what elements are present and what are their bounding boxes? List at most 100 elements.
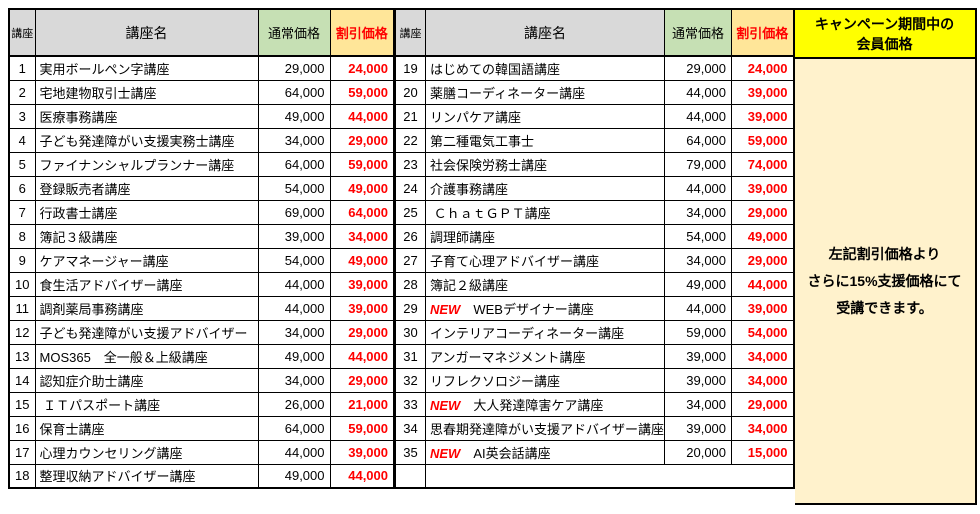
discount-price-cell: 39,000 xyxy=(329,271,395,297)
course-no-cell: 14 xyxy=(8,367,36,393)
course-row: 12 子ども発達障がい支援アドバイザー 34,000 29,000 xyxy=(8,319,395,345)
course-no-cell: 28 xyxy=(395,271,426,297)
course-row: 16 保育士講座 64,000 59,000 xyxy=(8,415,395,441)
course-name-cell: 実用ボールペン字講座 xyxy=(34,55,259,81)
discount-price-cell: 49,000 xyxy=(329,247,395,273)
regular-price-cell: 44,000 xyxy=(664,295,733,321)
course-row: 5 ファイナンシャルプランナー講座 64,000 59,000 xyxy=(8,151,395,177)
course-row: 24 介護事務講座 44,000 39,000 xyxy=(395,175,795,201)
discount-price-cell: 59,000 xyxy=(329,79,395,105)
course-row: 7 行政書士講座 69,000 64,000 xyxy=(8,199,395,225)
panel-body-line2: さらに15%支援価格にて xyxy=(807,272,962,289)
course-row: 17 心理カウンセリング講座 44,000 39,000 xyxy=(8,439,395,465)
course-row: 18 整理収納アドバイザー講座 49,000 44,000 xyxy=(8,463,395,489)
course-name-cell: インテリアコーディネーター講座 xyxy=(424,319,666,345)
course-no-cell: 15 xyxy=(8,391,36,417)
course-name-cell: 社会保険労務士講座 xyxy=(424,151,666,177)
header-row: 講座 講座名 通常価格 割引価格 xyxy=(395,8,795,57)
discount-price-cell: 15,000 xyxy=(731,439,795,465)
course-name-cell: 宅地建物取引士講座 xyxy=(34,79,259,105)
discount-price-cell: 29,000 xyxy=(731,391,795,417)
course-name-cell: NEW AI英会話講座 xyxy=(424,439,666,465)
discount-price-cell: 24,000 xyxy=(731,55,795,81)
regular-price-cell: 49,000 xyxy=(257,343,331,369)
course-name-cell: アンガーマネジメント講座 xyxy=(424,343,666,369)
course-no-cell: 18 xyxy=(8,463,36,489)
discount-price-cell: 39,000 xyxy=(731,103,795,129)
discount-price-cell: 44,000 xyxy=(329,103,395,129)
regular-price-cell: 64,000 xyxy=(257,415,331,441)
regular-price-cell: 26,000 xyxy=(257,391,331,417)
course-no-cell: 33 xyxy=(395,391,426,417)
course-no-cell: 12 xyxy=(8,319,36,345)
course-no-cell: 10 xyxy=(8,271,36,297)
regular-price-cell: 39,000 xyxy=(664,415,733,441)
course-no-cell: 7 xyxy=(8,199,36,225)
regular-price-cell: 39,000 xyxy=(257,223,331,249)
col-header-regular-price: 通常価格 xyxy=(257,8,331,57)
regular-price-cell: 44,000 xyxy=(257,439,331,465)
discount-price-cell: 59,000 xyxy=(329,151,395,177)
campaign-panel: キャンペーン期間中の 会員価格 左記割引価格より さらに15%支援価格にて 受講… xyxy=(794,8,977,505)
regular-price-cell: 39,000 xyxy=(664,367,733,393)
regular-price-cell: 34,000 xyxy=(664,247,733,273)
course-price-sheet: 講座 講座名 通常価格 割引価格 1 実用ボールペン字講座 29,000 24,000… xyxy=(8,8,977,505)
regular-price-cell: 34,000 xyxy=(257,319,331,345)
regular-price-cell: 49,000 xyxy=(664,271,733,297)
course-row: 35 NEW AI英会話講座 20,000 15,000 xyxy=(395,439,795,465)
course-name-cell: 保育士講座 xyxy=(34,415,259,441)
discount-price-cell: 39,000 xyxy=(329,439,395,465)
course-no-cell: 6 xyxy=(8,175,36,201)
new-badge: NEW xyxy=(430,301,461,317)
discount-price-cell: 29,000 xyxy=(731,199,795,225)
regular-price-cell: 44,000 xyxy=(664,103,733,129)
course-no-cell: 29 xyxy=(395,295,426,321)
course-name-cell: ケアマネージャー講座 xyxy=(34,247,259,273)
course-name-cell: 簿記３級講座 xyxy=(34,223,259,249)
course-name-cell: NEW WEBデザイナー講座 xyxy=(424,295,666,321)
discount-price-cell: 64,000 xyxy=(329,199,395,225)
panel-header-line1: キャンペーン期間中の xyxy=(814,15,955,32)
discount-price-cell: 39,000 xyxy=(731,175,795,201)
new-badge: NEW xyxy=(430,397,461,413)
regular-price-cell: 64,000 xyxy=(664,127,733,153)
course-name-cell: ファイナンシャルプランナー講座 xyxy=(34,151,259,177)
course-name-cell: 思春期発達障がい支援アドバイザー講座 xyxy=(424,415,666,441)
course-no-cell: 26 xyxy=(395,223,426,249)
course-row: 10 食生活アドバイザー講座 44,000 39,000 xyxy=(8,271,395,297)
course-name-cell: リンパケア講座 xyxy=(424,103,666,129)
course-row: 8 簿記３級講座 39,000 34,000 xyxy=(8,223,395,249)
regular-price-cell: 34,000 xyxy=(257,127,331,153)
regular-price-cell: 44,000 xyxy=(664,79,733,105)
course-name-cell: 行政書士講座 xyxy=(34,199,259,225)
course-name-cell: 心理カウンセリング講座 xyxy=(34,439,259,465)
col-header-course-no: 講座 xyxy=(8,8,36,57)
course-no-cell: 13 xyxy=(8,343,36,369)
course-no-cell: 2 xyxy=(8,79,36,105)
course-no-cell: 23 xyxy=(395,151,426,177)
course-no-cell: 11 xyxy=(8,295,36,321)
course-no-cell: 21 xyxy=(395,103,426,129)
empty-cell xyxy=(424,463,795,488)
regular-price-cell: 64,000 xyxy=(257,79,331,105)
col-header-discount-price: 割引価格 xyxy=(329,8,395,57)
course-no-cell: 31 xyxy=(395,343,426,369)
course-row: 34 思春期発達障がい支援アドバイザー講座 39,000 34,000 xyxy=(395,415,795,441)
course-row: 23 社会保険労務士講座 79,000 74,000 xyxy=(395,151,795,177)
course-name-cell: 子ども発達障がい支援アドバイザー xyxy=(34,319,259,345)
course-row: 27 子育て心理アドバイザー講座 34,000 29,000 xyxy=(395,247,795,273)
course-row: 29 NEW WEBデザイナー講座 44,000 39,000 xyxy=(395,295,795,321)
discount-price-cell: 39,000 xyxy=(329,295,395,321)
discount-price-cell: 44,000 xyxy=(731,271,795,297)
course-no-cell: 22 xyxy=(395,127,426,153)
regular-price-cell: 69,000 xyxy=(257,199,331,225)
discount-price-cell: 59,000 xyxy=(329,415,395,441)
regular-price-cell: 29,000 xyxy=(257,55,331,81)
discount-price-cell: 29,000 xyxy=(731,247,795,273)
discount-price-cell: 39,000 xyxy=(731,295,795,321)
course-row: 2 宅地建物取引士講座 64,000 59,000 xyxy=(8,79,395,105)
empty-course-no-cell xyxy=(395,463,426,488)
course-row: 6 登録販売者講座 54,000 49,000 xyxy=(8,175,395,201)
course-name-cell: 調剤薬局事務講座 xyxy=(34,295,259,321)
discount-price-cell: 44,000 xyxy=(329,463,395,489)
